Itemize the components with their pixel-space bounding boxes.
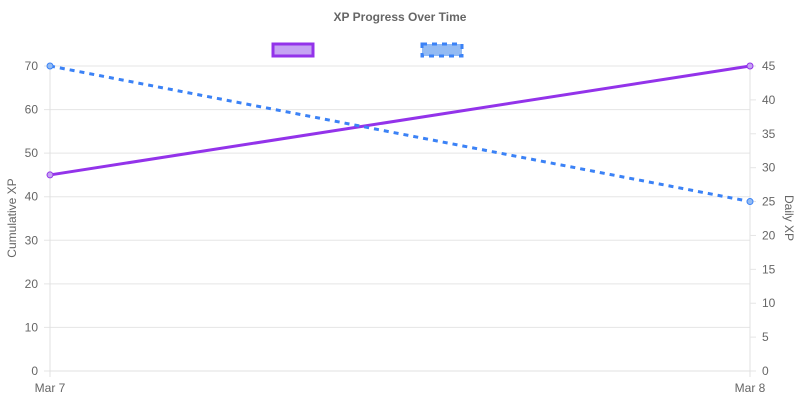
y-left-tick-label: 70 <box>25 59 39 73</box>
axes-layer: 0 10 20 30 40 50 60 70 0 5 10 15 20 25 30 35 40 45 Mar 7 Ma… <box>25 59 776 395</box>
chart-title: XP Progress Over Time <box>334 10 467 24</box>
y-right-tick-label: 20 <box>762 228 776 242</box>
y-left-tick-label: 40 <box>25 190 39 204</box>
y-left-tick-label: 10 <box>25 320 39 334</box>
series-line-2 <box>49 64 751 204</box>
series-point-2 <box>746 198 754 206</box>
y-right-tick-label: 10 <box>762 296 776 310</box>
y-right-tick-label: 40 <box>762 93 776 107</box>
series-layer <box>46 62 754 206</box>
legend[interactable] <box>271 42 464 58</box>
series-line-1 <box>49 64 751 177</box>
y-right-tick-label: 25 <box>762 195 776 209</box>
series-point-2 <box>46 62 54 70</box>
y-axis-right-title: Daily XP <box>782 195 796 241</box>
y-left-tick-label: 50 <box>25 146 39 160</box>
y-right-tick-label: 30 <box>762 161 776 175</box>
grid-layer <box>44 65 751 377</box>
y-right-tick-label: 15 <box>762 262 776 276</box>
series-point-1 <box>746 62 754 70</box>
x-tick-label: Mar 8 <box>735 381 766 395</box>
y-right-tick-label: 5 <box>762 330 769 344</box>
series-point-1 <box>46 171 54 179</box>
x-tick-label: Mar 7 <box>35 381 66 395</box>
legend-swatch-1[interactable] <box>271 42 315 58</box>
legend-swatch-2[interactable] <box>420 42 464 58</box>
y-left-tick-label: 0 <box>31 364 38 378</box>
y-left-tick-label: 60 <box>25 103 39 117</box>
y-right-tick-label: 45 <box>762 59 776 73</box>
y-left-tick-label: 20 <box>25 277 39 291</box>
y-left-tick-label: 30 <box>25 233 39 247</box>
y-axis-left-title: Cumulative XP <box>5 178 19 257</box>
y-right-tick-label: 0 <box>762 364 769 378</box>
y-right-tick-label: 35 <box>762 127 776 141</box>
